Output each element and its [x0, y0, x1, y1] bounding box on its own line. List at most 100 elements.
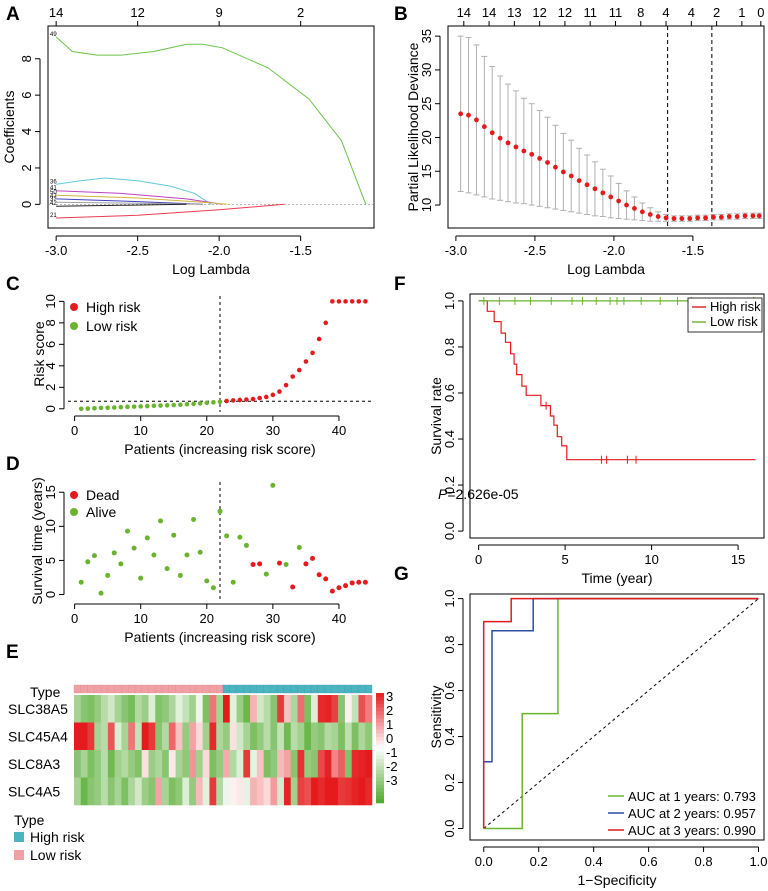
annotation-cell [168, 684, 176, 694]
annotation-cell [249, 684, 258, 694]
plot-frame [469, 293, 765, 539]
color-scale-step [376, 744, 384, 749]
deviance-point [513, 144, 519, 150]
heatmap-cell [338, 777, 346, 806]
deviance-point [703, 215, 708, 221]
heatmap-cell [175, 777, 183, 806]
alive-point [138, 575, 144, 581]
alive-point [210, 585, 216, 591]
color-scale-step [376, 766, 384, 771]
color-scale-step [376, 759, 384, 763]
high-risk-point [349, 299, 355, 304]
alive-point [296, 544, 302, 550]
high-risk-point [310, 350, 315, 356]
color-scale-step [376, 773, 384, 778]
heatmap-cell [223, 695, 231, 723]
color-scale-label: 3 [386, 689, 393, 704]
y-tick-label: 8 [43, 319, 58, 326]
heatmap-cell [338, 750, 346, 778]
color-scale-step [376, 740, 384, 745]
annotation-cell [290, 684, 298, 694]
x-tick-label: 30 [266, 611, 280, 626]
annotation-label: Type [30, 684, 61, 700]
alive-point [98, 590, 104, 596]
heatmap-cell [324, 695, 332, 723]
heatmap-cell [182, 722, 190, 751]
heatmap-cell [277, 695, 285, 723]
y-tick-label: 0.6 [442, 384, 457, 402]
color-scale-step [376, 711, 384, 716]
coefficient-label-49: 49 [50, 32, 57, 38]
heatmap-cell [148, 777, 156, 806]
panel-label-b: B [394, 4, 408, 25]
panel-label-c: C [6, 274, 20, 295]
heatmap-cell [87, 777, 95, 806]
y-tick-label: 6 [19, 92, 34, 99]
color-scale-label: -3 [386, 773, 398, 788]
low-risk-point [191, 401, 196, 407]
legend-marker [70, 508, 78, 516]
deviance-point [505, 140, 511, 146]
dead-point [257, 561, 263, 567]
heatmap-cell [263, 695, 271, 723]
heatmap-cell [365, 777, 373, 806]
coefficient-path-49 [55, 36, 367, 205]
deviance-point [756, 213, 762, 219]
heatmap-cell [331, 750, 339, 778]
low-risk-point [111, 405, 117, 410]
type-legend-title: Type [14, 812, 45, 828]
alive-point [124, 528, 130, 534]
color-scale-step [376, 788, 384, 793]
annotation-cell [297, 684, 305, 694]
high-risk-point [316, 336, 322, 342]
low-risk-point [92, 405, 97, 411]
heatmap-row-label: SLC38A5 [8, 701, 68, 717]
annotation-cell [94, 684, 102, 694]
high-risk-point [244, 397, 249, 402]
heatmap-cell [243, 695, 251, 723]
annotation-cell [188, 684, 197, 694]
heatmap-cell [283, 750, 292, 778]
plot-frame [469, 593, 765, 841]
alive-point [184, 552, 190, 558]
heatmap-cell [94, 695, 102, 723]
heatmap-cell [121, 750, 129, 778]
heatmap-cell [148, 750, 156, 778]
type-legend-label: High risk [30, 829, 85, 845]
x-tick-label: 0.0 [475, 854, 493, 869]
heatmap-cell [338, 695, 346, 723]
y-tick-label: 2 [43, 384, 58, 391]
heatmap-cell [243, 750, 251, 778]
coefficient-path-21 [56, 203, 285, 219]
heatmap-cell [74, 722, 82, 751]
heatmap-cell [87, 695, 95, 723]
deviance-point [663, 215, 669, 221]
plot-frame [47, 25, 375, 229]
alive-point [197, 549, 203, 555]
top-tick-label: 12 [532, 5, 546, 20]
heatmap-cell [162, 722, 170, 751]
legend-label: High risk [86, 299, 141, 315]
heatmap-cell [216, 777, 224, 806]
heatmap-cell [134, 722, 143, 751]
color-scale-label: 2 [386, 703, 393, 718]
high-risk-point [343, 299, 348, 304]
y-tick-label: 8 [19, 55, 34, 62]
heatmap-cell [236, 722, 244, 751]
heatmap-cell [162, 750, 170, 778]
panel-label-g: G [394, 564, 409, 585]
pvalue-label: P=2.626e-05 [438, 486, 519, 502]
color-scale-step [376, 781, 384, 785]
y-tick-label: 0 [19, 201, 34, 208]
heatmap-cell [223, 722, 231, 751]
x-tick-label: 0 [71, 611, 78, 626]
heatmap-cell [263, 777, 271, 806]
heatmap-cell [141, 777, 149, 806]
low-risk-point [171, 402, 177, 408]
low-risk-point [158, 403, 163, 408]
heatmap-row-label: SLC4A5 [8, 783, 60, 799]
alive-point [243, 542, 249, 548]
annotation-cell [243, 684, 251, 694]
heatmap-cell [290, 722, 298, 751]
alive-point [111, 550, 117, 556]
